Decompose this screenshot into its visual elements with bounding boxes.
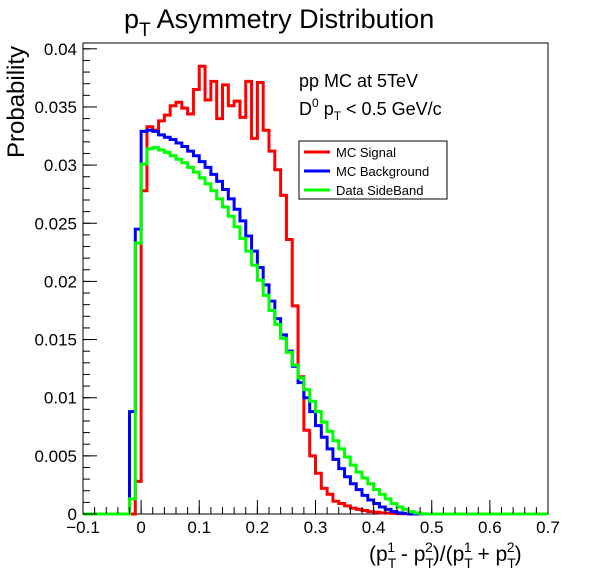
y-axis-label: Probability — [3, 46, 30, 158]
x-tick-label: 0.1 — [187, 518, 211, 537]
x-axis-label: (pT1 - pT2)/(pT1 + pT2) — [369, 539, 522, 571]
chart-title: pT Asymmetry Distribution — [124, 4, 434, 41]
y-tick-label: 0.035 — [34, 98, 77, 117]
y-tick-label: 0.015 — [34, 331, 77, 350]
series-mc-signal — [83, 66, 548, 514]
y-tick-label: 0.03 — [44, 156, 77, 175]
x-tick-label: 0.5 — [420, 518, 444, 537]
y-tick-label: 0.025 — [34, 214, 77, 233]
x-tick-label: 0.4 — [362, 518, 386, 537]
y-tick-label: 0.005 — [34, 447, 77, 466]
legend-label: MC Signal — [336, 145, 396, 160]
annotation: pp MC at 5TeV D0 pT < 0.5 GeV/c — [299, 71, 442, 123]
axes: −0.1 0 0.1 0.2 0.3 0.4 0.5 0.6 0.700.0050.010.01… — [34, 40, 559, 537]
histograms — [83, 66, 548, 514]
x-tick-label: 0.2 — [246, 518, 270, 537]
legend-label: Data SideBand — [336, 183, 423, 198]
annotation-line2: D0 pT < 0.5 GeV/c — [299, 96, 442, 123]
x-tick-label: 0.7 — [536, 518, 560, 537]
title-sub: T — [139, 20, 151, 41]
title-rest: Asymmetry Distribution — [151, 4, 435, 34]
svg-text:pT Asymmetry Distribution: pT Asymmetry Distribution — [124, 4, 434, 41]
x-tick-label: 0 — [136, 518, 145, 537]
plot-frame — [83, 43, 548, 514]
y-tick-label: 0.01 — [44, 389, 77, 408]
y-tick-label: 0.04 — [44, 40, 77, 59]
plot-area — [83, 43, 548, 514]
x-tick-label: 0.3 — [304, 518, 328, 537]
y-tick-label: 0 — [68, 505, 77, 524]
legend: MC Signal MC Background Data SideBand — [299, 141, 447, 199]
legend-label: MC Background — [336, 164, 429, 179]
svg-text:(pT1 - pT2)/(pT1 + pT2): (pT1 - pT2)/(pT1 + pT2) — [369, 539, 522, 571]
y-tick-label: 0.02 — [44, 272, 77, 291]
title-base: p — [124, 4, 139, 34]
x-tick-label: 0.6 — [478, 518, 502, 537]
annotation-line1: pp MC at 5TeV — [299, 71, 418, 91]
